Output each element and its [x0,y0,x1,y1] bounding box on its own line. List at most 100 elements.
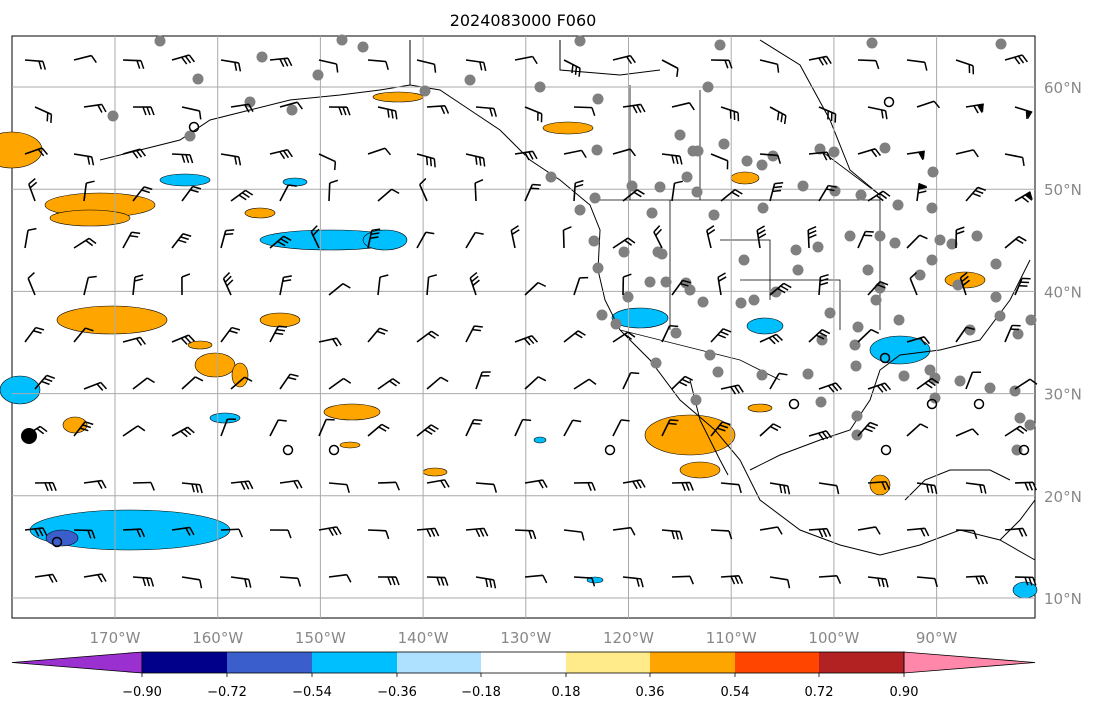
barb-feather [728,530,733,540]
barb-staff [965,482,984,487]
wind-barb [377,188,400,202]
barb-feather [877,577,881,587]
wind-barb [965,575,989,585]
wind-barb [465,59,487,72]
barb-feather [87,156,91,165]
barb-feather [979,484,983,494]
barb-feather [627,331,636,338]
barb-staff [28,183,36,202]
wind-barb [759,153,781,164]
wind-barb [1014,277,1031,296]
barb-feather [918,186,928,190]
barb-feather [381,423,390,430]
barb-feather [532,530,537,540]
wind-barb [416,330,440,343]
barb-feather [870,328,880,335]
wind-barb [671,279,691,296]
station-dot [419,85,431,97]
calm-circle [880,444,892,456]
barb-staff [661,529,681,533]
wind-barb [818,575,842,584]
barb-staff [710,153,728,162]
barb-feather [972,149,979,158]
barb-staff [916,183,921,202]
barb-feather [734,385,740,394]
barb-staff [916,100,935,108]
barb-feather [146,377,155,384]
station-dot [790,244,802,256]
barb-feather [28,177,36,185]
wind-barb [465,231,484,249]
wind-barb [122,425,146,437]
barb-feather [190,189,199,193]
wind-barb [416,231,435,249]
station-dot [929,392,941,404]
barb-feather [248,480,254,490]
barb-feather [756,225,765,231]
barb-feather [131,231,141,235]
station-dot [656,248,668,260]
barb-feather [962,279,971,287]
barb-staff [818,185,829,202]
barb-feather [142,106,147,116]
barb-feather [923,336,931,345]
barb-staff [706,230,712,249]
barb-staff [426,576,446,579]
barb-feather [493,484,498,493]
station-dot [626,180,638,192]
barb-feather [779,484,783,494]
barb-feather [511,229,520,235]
colorbar-tick-label: 0.36 [636,685,665,700]
wind-barb [426,105,450,115]
barb-staff [612,237,629,249]
barb-feather [983,485,987,494]
barb-feather [143,186,153,191]
longitude-label: 100°W [808,629,859,647]
barb-feather [730,386,737,395]
barb-staff [720,384,739,390]
barb-feather [296,101,303,110]
wind-barb [867,106,888,120]
barb-feather [1028,577,1033,586]
latitude-label: 30°N [1044,386,1082,404]
wind-barb [916,377,940,390]
barb-staff [661,419,671,437]
barb-feather [885,481,891,490]
barb-feather [225,229,235,232]
barb-staff [416,153,435,160]
barb-feather [772,189,782,193]
barb-feather [875,60,880,70]
barb-staff [573,106,593,109]
wind-barb [720,575,744,585]
wind-barb [671,180,683,202]
barb-feather [574,66,578,75]
calm-circle [1018,444,1030,456]
barb-feather [817,432,825,441]
barb-staff [469,277,477,296]
barb-flag [918,183,927,190]
station-dot [660,276,672,288]
barb-staff [759,153,779,157]
wind-barb [24,59,47,70]
wind-barb [612,54,636,65]
barb-staff [867,382,886,390]
field-contour [362,229,408,251]
colorbar-tick-label: 0.72 [805,685,834,700]
barb-staff [34,374,48,390]
wind-barb [573,378,597,390]
barb-staff [83,103,102,108]
calm-circle [883,96,895,108]
barb-staff [720,575,740,578]
barb-feather [27,227,37,231]
barb-feather [369,236,379,239]
wind-barb [1014,378,1038,390]
wind-barb [1004,235,1027,249]
barb-staff [181,376,196,390]
barb-feather [787,579,791,589]
barb-feather [379,274,389,278]
barb-staff [377,378,394,390]
wind-barb [24,326,45,343]
barb-feather [956,226,965,231]
barb-feather [973,105,979,114]
barb-staff [867,106,886,112]
